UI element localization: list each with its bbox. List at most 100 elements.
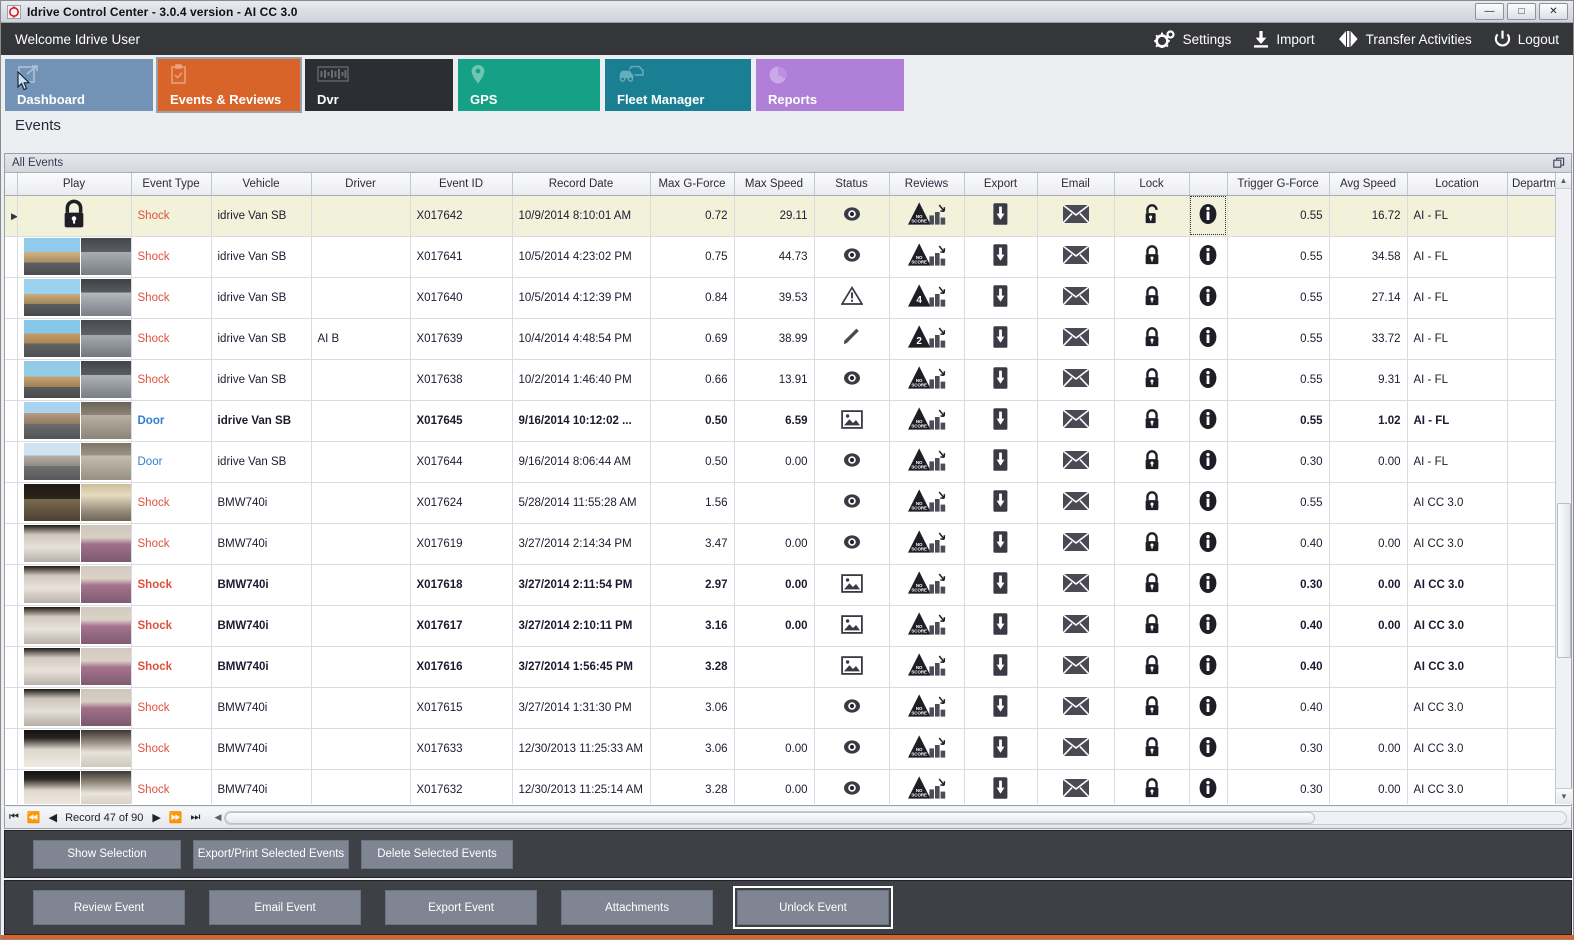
cell-lock[interactable] xyxy=(1114,646,1190,688)
hscroll-trough[interactable] xyxy=(224,810,1567,825)
table-row[interactable]: Door idrive Van SB X017644 9/16/2014 8:06:4… xyxy=(5,441,1571,483)
info-icon[interactable] xyxy=(1197,696,1219,721)
nav-prev-page-button[interactable]: ⏪ xyxy=(26,812,41,824)
cell-lock[interactable] xyxy=(1114,769,1190,804)
status-eye-icon[interactable] xyxy=(840,494,864,513)
delete-selected-events-button[interactable]: Delete Selected Events xyxy=(361,839,513,869)
cell-reviews[interactable]: NO SCORE xyxy=(889,646,965,688)
row-selector[interactable] xyxy=(5,400,18,442)
cell-status[interactable] xyxy=(814,359,890,401)
info-icon[interactable] xyxy=(1197,491,1219,516)
cell-status[interactable] xyxy=(814,769,890,804)
table-row[interactable]: Shock idrive Van SB AI B X017639 10/4/2014 4… xyxy=(5,318,1571,360)
cell-reviews[interactable]: 2 xyxy=(889,318,965,360)
export-download-icon[interactable] xyxy=(991,613,1010,639)
logout-button[interactable]: Logout xyxy=(1494,30,1559,48)
reviews-score-icon[interactable]: NO SCORE xyxy=(907,202,947,230)
info-icon[interactable] xyxy=(1197,532,1219,557)
lock-closed-icon[interactable] xyxy=(1142,614,1162,638)
scroll-down-icon[interactable]: ▼ xyxy=(1556,788,1572,804)
cell-email[interactable] xyxy=(1037,400,1115,442)
cell-email[interactable] xyxy=(1037,359,1115,401)
cell-play[interactable] xyxy=(17,195,132,237)
info-icon[interactable] xyxy=(1197,245,1219,270)
info-icon[interactable] xyxy=(1197,368,1219,393)
info-icon[interactable] xyxy=(1197,573,1219,598)
row-selector[interactable] xyxy=(5,605,18,647)
cell-info[interactable] xyxy=(1189,605,1228,647)
row-selector[interactable] xyxy=(5,277,18,319)
cell-email[interactable] xyxy=(1037,441,1115,483)
reviews-score-icon[interactable]: NO SCORE xyxy=(907,776,947,804)
cell-play[interactable] xyxy=(17,605,132,647)
cell-lock[interactable] xyxy=(1114,564,1190,606)
cell-info[interactable] xyxy=(1189,646,1228,688)
info-icon[interactable] xyxy=(1197,450,1219,475)
lock-closed-icon[interactable] xyxy=(1142,286,1162,310)
cell-reviews[interactable]: NO SCORE xyxy=(889,441,965,483)
cell-info[interactable] xyxy=(1189,482,1228,524)
header-trigger-gforce[interactable]: Trigger G-Force xyxy=(1227,173,1330,196)
email-envelope-icon[interactable] xyxy=(1061,573,1090,596)
import-button[interactable]: Import xyxy=(1253,30,1315,48)
header-max-gforce[interactable]: Max G-Force xyxy=(650,173,735,196)
cell-email[interactable] xyxy=(1037,482,1115,524)
cell-email[interactable] xyxy=(1037,687,1115,729)
lock-closed-icon[interactable] xyxy=(1142,696,1162,720)
table-row[interactable]: Shock BMW740i X017618 3/27/2014 2:11:54 PM 2… xyxy=(5,564,1571,606)
row-thumbnails[interactable] xyxy=(23,361,130,398)
table-row[interactable]: Shock BMW740i X017617 3/27/2014 2:10:11 PM 3… xyxy=(5,605,1571,647)
table-row[interactable]: Shock BMW740i X017633 12/30/2013 11:25:33 A… xyxy=(5,728,1571,770)
cell-status[interactable] xyxy=(814,646,890,688)
email-envelope-icon[interactable] xyxy=(1061,286,1090,309)
scroll-up-icon[interactable]: ▲ xyxy=(1556,173,1571,189)
info-icon[interactable] xyxy=(1197,409,1219,434)
nav-tile-dashboard[interactable]: Dashboard xyxy=(5,59,153,111)
cell-export[interactable] xyxy=(964,769,1038,804)
review-event-button[interactable]: Review Event xyxy=(33,890,185,925)
cell-play[interactable] xyxy=(17,236,132,278)
cell-email[interactable] xyxy=(1037,605,1115,647)
status-warning-icon[interactable] xyxy=(839,285,864,309)
row-thumbnails[interactable] xyxy=(23,566,130,603)
table-row[interactable]: Shock idrive Van SB X017638 10/2/2014 1:46:… xyxy=(5,359,1571,401)
email-event-button[interactable]: Email Event xyxy=(209,890,361,925)
row-selector[interactable] xyxy=(5,769,18,804)
row-selector[interactable] xyxy=(5,564,18,606)
hscroll-thumb[interactable] xyxy=(225,811,1316,824)
cell-play[interactable] xyxy=(17,359,132,401)
reviews-score-icon[interactable]: NO SCORE xyxy=(907,366,947,394)
cell-export[interactable] xyxy=(964,646,1038,688)
export-download-icon[interactable] xyxy=(991,531,1010,557)
lock-closed-icon[interactable] xyxy=(1142,737,1162,761)
cell-lock[interactable] xyxy=(1114,687,1190,729)
grid-scroll-area[interactable]: Play Event Type Vehicle Driver Event ID … xyxy=(5,173,1571,804)
cell-play[interactable] xyxy=(17,646,132,688)
grid-horizontal-scrollbar[interactable]: ◀ xyxy=(214,810,1567,825)
nav-tile-reports[interactable]: Reports xyxy=(756,59,904,111)
lock-closed-icon[interactable] xyxy=(1142,368,1162,392)
cell-email[interactable] xyxy=(1037,277,1115,319)
reviews-score-icon[interactable]: NO SCORE xyxy=(907,448,947,476)
cell-lock[interactable] xyxy=(1114,400,1190,442)
cell-export[interactable] xyxy=(964,195,1038,237)
email-envelope-icon[interactable] xyxy=(1061,491,1090,514)
reviews-score-icon[interactable]: NO SCORE xyxy=(907,612,947,640)
lock-closed-icon[interactable] xyxy=(1142,778,1162,802)
header-location[interactable]: Location xyxy=(1407,173,1508,196)
cell-reviews[interactable]: NO SCORE xyxy=(889,482,965,524)
cell-info[interactable] xyxy=(1189,564,1228,606)
row-thumbnails[interactable] xyxy=(23,484,130,521)
table-row[interactable]: Shock BMW740i X017619 3/27/2014 2:14:34 PM 3… xyxy=(5,523,1571,565)
status-eye-icon[interactable] xyxy=(840,371,864,390)
cell-export[interactable] xyxy=(964,605,1038,647)
table-row[interactable]: Shock idrive Van SB X017640 10/5/2014 4:12:… xyxy=(5,277,1571,319)
row-thumbnails[interactable] xyxy=(23,648,130,685)
status-eye-icon[interactable] xyxy=(840,740,864,759)
cell-play[interactable] xyxy=(17,400,132,442)
cell-lock[interactable] xyxy=(1114,605,1190,647)
cell-play[interactable] xyxy=(17,523,132,565)
table-row[interactable]: Shock BMW740i X017632 12/30/2013 11:25:14 A… xyxy=(5,769,1571,804)
cell-status[interactable] xyxy=(814,195,890,237)
